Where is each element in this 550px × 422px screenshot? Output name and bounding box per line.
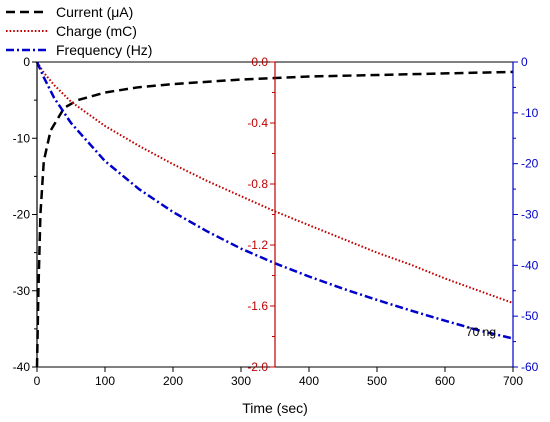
series-line-0 [35,70,514,368]
left-axis-tick-label: 0 [23,55,30,69]
right-axis-tick-label: 0 [521,55,528,69]
legend-label-1: Charge (mC) [56,23,137,39]
right-axis-tick-label: -40 [521,258,539,272]
legend: Current (μA) Charge (mC) Frequency (Hz) [6,4,152,58]
series-line-2 [35,61,514,340]
middle-axis-tick-label: -2.0 [247,360,268,374]
x-tick-label: 100 [95,374,115,388]
middle-axis-tick-label: -1.6 [247,299,268,313]
middle-axis-tick-label: 0.0 [251,55,268,69]
legend-label-2: Frequency (Hz) [56,42,152,58]
x-tick-label: 300 [231,374,251,388]
middle-axis-tick-label: -1.2 [247,238,268,252]
left-axis-tick-label: -30 [13,284,31,298]
chart-annotation: 70 ng [466,325,496,339]
right-axis-tick-label: -50 [521,309,539,323]
x-tick-label: 600 [435,374,455,388]
x-tick-label: 400 [299,374,319,388]
series-line-1 [36,61,514,304]
x-tick-label: 700 [503,374,523,388]
legend-label-0: Current (μA) [56,4,133,20]
right-y-axis: 0 -10 -20 -30 -40 -50 -60 [512,55,539,374]
left-y-axis: 0 -10 -20 -30 -40 [13,55,38,374]
middle-y-axis: 0.0 -0.4 -0.8 -1.2 -1.6 -2.0 [247,55,276,374]
middle-axis-tick-label: -0.8 [247,177,268,191]
x-tick-label: 0 [34,374,41,388]
x-tick-label: 500 [367,374,387,388]
x-tick-label: 200 [163,374,183,388]
series-layer [35,61,514,368]
left-axis-tick-label: -20 [13,208,31,222]
right-axis-tick-label: -10 [521,106,539,120]
right-axis-tick-label: -60 [521,360,539,374]
x-axis-title: Time (sec) [242,400,308,416]
left-axis-tick-label: -10 [13,131,31,145]
x-axis: 0 100 200 300 400 500 600 700 [34,366,523,388]
right-axis-tick-label: -30 [521,208,539,222]
right-axis-tick-label: -20 [521,157,539,171]
left-axis-tick-label: -40 [13,360,31,374]
middle-axis-tick-label: -0.4 [247,116,268,130]
